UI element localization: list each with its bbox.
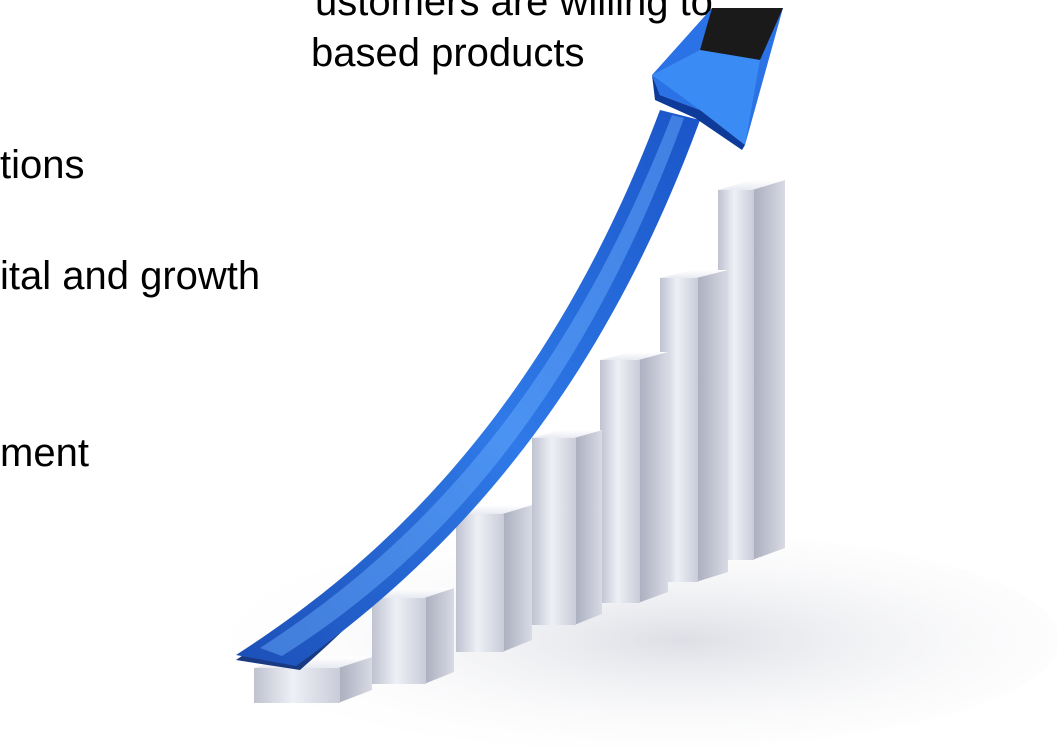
bar-1 [254,657,372,703]
bar-6 [660,270,728,582]
text-line-4: ital and growth [0,254,261,298]
bar-7 [718,180,785,560]
bar-2 [372,588,454,684]
bar-3 [456,505,532,652]
bar-5 [600,352,668,603]
text-line-3: tions [0,143,85,187]
text-line-1: ustomers are willing to [315,0,713,24]
bar-4 [532,430,602,625]
text-line-2: based products [311,31,585,75]
text-line-5: ment [0,431,89,475]
